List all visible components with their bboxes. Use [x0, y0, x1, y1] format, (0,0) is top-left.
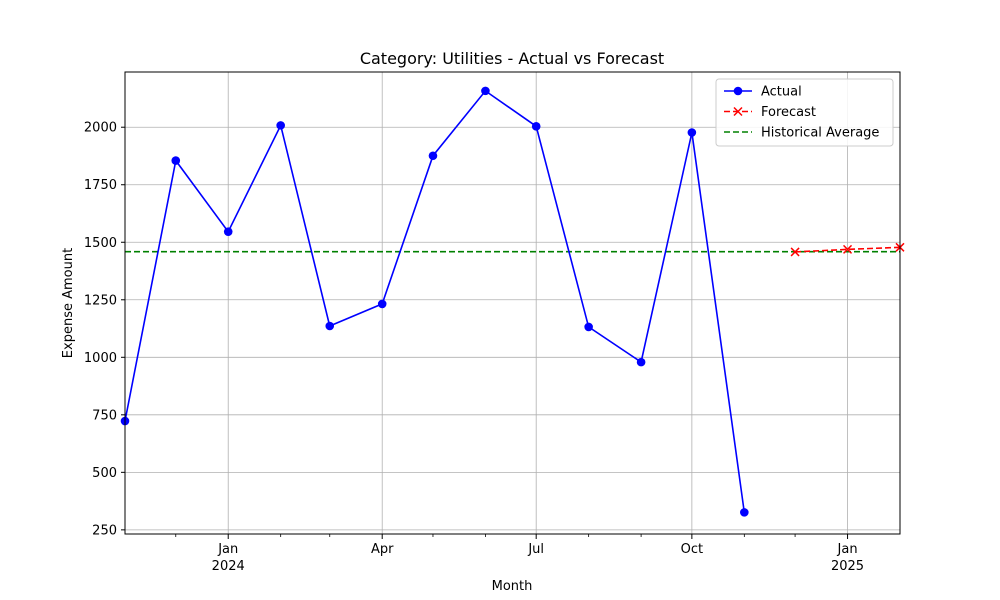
x-tick-label: Jan: [217, 542, 238, 557]
y-tick-label: 1250: [84, 293, 117, 308]
actual-point: [584, 322, 593, 332]
actual-point: [531, 121, 541, 131]
legend-label: Historical Average: [761, 126, 879, 141]
actual-point: [740, 508, 749, 517]
legend-marker: [733, 106, 743, 117]
actual-point: [325, 321, 335, 331]
chart-title: Category: Utilities - Actual vs Forecast: [360, 49, 664, 68]
x-tick-year-label: 2024: [212, 559, 245, 574]
x-axis-label: Month: [492, 579, 533, 594]
x-tick-label: Jan: [837, 542, 858, 557]
actual-point: [428, 151, 438, 161]
series-layer: [120, 86, 905, 517]
actual-point: [276, 121, 285, 130]
axis-layer: 250 500 750 1000 1250 1500 1750 2000 Jan 2024 Apr J…: [84, 121, 864, 574]
legend: Actual Forecast Historical Average: [715, 78, 894, 147]
x-tick-year-label: 2025: [831, 559, 864, 574]
plot-frame: [124, 71, 901, 535]
x-tick-label: Jul: [527, 542, 544, 557]
legend-label: Forecast: [761, 105, 816, 120]
y-tick-label: 750: [92, 408, 117, 423]
forecast-point: [790, 247, 800, 257]
x-tick-label: Oct: [681, 542, 703, 557]
actual-point: [171, 156, 181, 165]
y-tick-label: 1500: [84, 236, 117, 251]
y-axis-label: Expense Amount: [61, 248, 76, 358]
legend-marker: [733, 86, 743, 96]
y-tick-label: 1000: [84, 351, 117, 366]
y-tick-label: 250: [92, 523, 117, 538]
actual-point: [481, 86, 490, 96]
y-tick-label: 2000: [84, 121, 117, 136]
actual-point: [687, 128, 697, 137]
forecast-point: [843, 244, 853, 254]
actual-point: [377, 299, 387, 309]
y-tick-label: 500: [92, 466, 117, 481]
legend-box: [715, 78, 894, 147]
actual-point: [223, 227, 233, 236]
y-tick-label: 1750: [84, 178, 117, 193]
legend-label: Actual: [761, 85, 802, 100]
actual-point: [636, 357, 646, 367]
x-tick-label: Apr: [371, 542, 394, 557]
